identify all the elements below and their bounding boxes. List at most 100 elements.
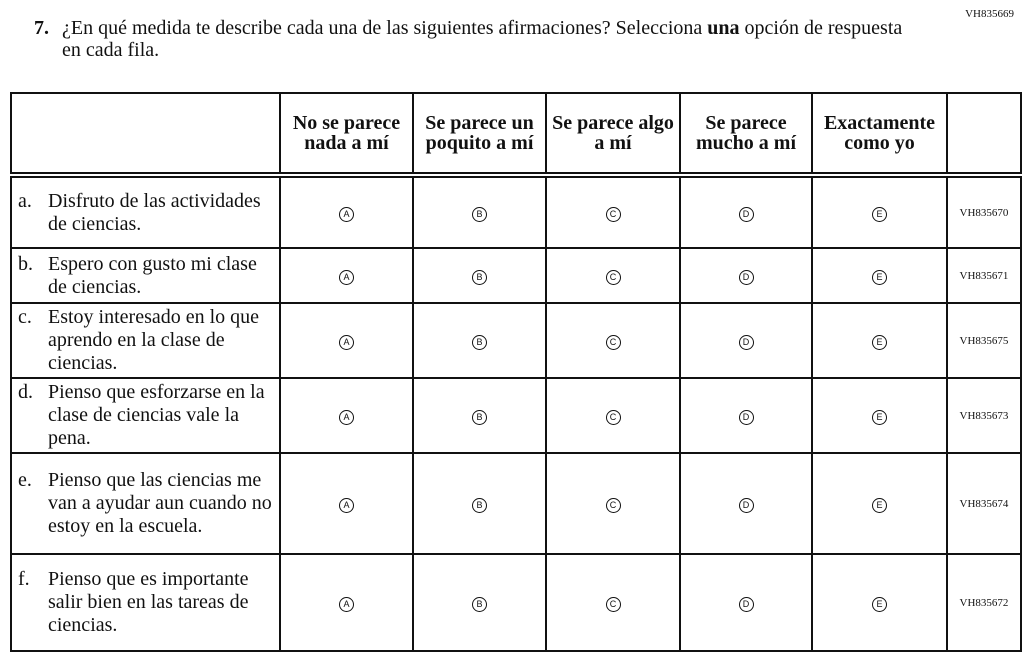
radio-bubble-c[interactable]: C: [605, 206, 621, 222]
question-number: 7.: [34, 17, 49, 39]
statement-letter: f.: [18, 568, 30, 590]
radio-bubble-b[interactable]: B: [472, 596, 487, 612]
radio-bubble-e[interactable]: E: [872, 497, 887, 513]
option-cell: D: [679, 377, 813, 454]
radio-bubble-d[interactable]: D: [738, 334, 754, 350]
column-header: Se parece algo a mí: [545, 92, 681, 178]
table-row: e. Pienso que las ciencias me van a ayuda…: [10, 452, 1022, 555]
table-row: a. Disfruto de las actividades de ciencia…: [10, 174, 1022, 249]
statement-letter: a.: [18, 189, 32, 212]
radio-bubble-a[interactable]: A: [339, 206, 354, 222]
option-cell: D: [679, 174, 813, 249]
option-cell: E: [811, 377, 948, 454]
radio-bubble-d[interactable]: D: [738, 596, 754, 612]
row-id: VH835673: [946, 377, 1022, 454]
radio-bubble-c[interactable]: C: [605, 334, 621, 350]
statement-text: Estoy interesado en lo que aprendo en la…: [48, 306, 260, 374]
row-id: VH835670: [946, 174, 1022, 249]
option-cell: D: [679, 302, 813, 379]
option-cell: C: [545, 174, 681, 249]
question-text-end: opción de respuesta en cada fila.: [62, 17, 903, 61]
column-header: Se parece un poquito a mí: [412, 92, 547, 178]
option-cell: A: [279, 377, 414, 454]
option-cell: C: [545, 247, 681, 304]
radio-bubble-d[interactable]: D: [738, 269, 754, 285]
response-grid: No se parece nada a mí Se parece un poqui…: [10, 92, 1022, 652]
option-cell: C: [545, 377, 681, 454]
option-cell: C: [545, 452, 681, 555]
option-cell: B: [412, 553, 547, 652]
radio-bubble-c[interactable]: C: [605, 497, 621, 513]
radio-bubble-b[interactable]: B: [472, 497, 487, 513]
radio-bubble-a[interactable]: A: [339, 596, 354, 612]
statement: e. Pienso que las ciencias me van a ayuda…: [10, 452, 281, 555]
option-cell: A: [279, 247, 414, 304]
table-row: b. Espero con gusto mi clase de ciencias.…: [10, 247, 1022, 304]
row-id: VH835674: [946, 452, 1022, 555]
radio-bubble-e[interactable]: E: [872, 206, 887, 222]
radio-bubble-e[interactable]: E: [872, 596, 887, 612]
radio-bubble-b[interactable]: B: [472, 334, 487, 350]
statement-letter: c.: [18, 306, 32, 328]
option-cell: E: [811, 247, 948, 304]
option-cell: C: [545, 553, 681, 652]
statement-text: Pienso que esforzarse en la clase de cie…: [48, 381, 265, 449]
header-id-blank: [946, 92, 1022, 178]
statement-letter: e.: [18, 469, 32, 491]
radio-bubble-d[interactable]: D: [738, 409, 754, 425]
option-cell: B: [412, 452, 547, 555]
radio-bubble-b[interactable]: B: [472, 206, 487, 222]
statement-text: Pienso que las ciencias me van a ayudar …: [48, 469, 272, 537]
statement-letter: b.: [18, 252, 33, 275]
radio-bubble-c[interactable]: C: [605, 409, 621, 425]
table-row: c. Estoy interesado en lo que aprendo en …: [10, 302, 1022, 379]
option-cell: C: [545, 302, 681, 379]
option-cell: D: [679, 553, 813, 652]
radio-bubble-e[interactable]: E: [872, 409, 887, 425]
option-cell: E: [811, 302, 948, 379]
statement: d. Pienso que esforzarse en la clase de c…: [10, 377, 281, 454]
row-id: VH835672: [946, 553, 1022, 652]
header-blank: [10, 92, 281, 178]
question-text-bold: una: [707, 17, 740, 39]
radio-bubble-a[interactable]: A: [339, 269, 354, 285]
option-cell: B: [412, 247, 547, 304]
option-cell: E: [811, 553, 948, 652]
radio-bubble-e[interactable]: E: [872, 269, 887, 285]
column-header: Se parece mucho a mí: [679, 92, 813, 178]
statement-text: Pienso que es importante salir bien en l…: [48, 568, 249, 636]
item-id: VH835669: [965, 8, 1014, 20]
option-cell: A: [279, 553, 414, 652]
option-cell: B: [412, 174, 547, 249]
radio-bubble-c[interactable]: C: [605, 596, 621, 612]
radio-bubble-b[interactable]: B: [472, 269, 487, 285]
option-cell: E: [811, 174, 948, 249]
radio-bubble-a[interactable]: A: [339, 334, 354, 350]
row-id: VH835675: [946, 302, 1022, 379]
statement-text: Espero con gusto mi clase de ciencias.: [48, 252, 257, 298]
radio-bubble-c[interactable]: C: [605, 269, 621, 285]
table-row: d. Pienso que esforzarse en la clase de c…: [10, 377, 1022, 454]
radio-bubble-d[interactable]: D: [738, 206, 754, 222]
option-cell: D: [679, 452, 813, 555]
option-cell: A: [279, 302, 414, 379]
statement-text: Disfruto de las actividades de ciencias.: [48, 189, 261, 235]
radio-bubble-d[interactable]: D: [738, 497, 754, 513]
column-header: No se parece nada a mí: [279, 92, 414, 178]
table-row: f. Pienso que es importante salir bien en…: [10, 553, 1022, 652]
option-cell: E: [811, 452, 948, 555]
column-header: Exactamente como yo: [811, 92, 948, 178]
question-text: ¿En qué medida te describe cada una de l…: [62, 17, 912, 61]
statement: f. Pienso que es importante salir bien en…: [10, 553, 281, 652]
row-id: VH835671: [946, 247, 1022, 304]
option-cell: A: [279, 174, 414, 249]
radio-bubble-a[interactable]: A: [339, 409, 354, 425]
statement: b. Espero con gusto mi clase de ciencias.: [10, 247, 281, 304]
option-cell: B: [412, 377, 547, 454]
statement: c. Estoy interesado en lo que aprendo en …: [10, 302, 281, 379]
option-cell: A: [279, 452, 414, 555]
radio-bubble-b[interactable]: B: [472, 409, 487, 425]
radio-bubble-e[interactable]: E: [872, 334, 887, 350]
question-text-start: ¿En qué medida te describe cada una de l…: [62, 17, 708, 39]
radio-bubble-a[interactable]: A: [339, 497, 354, 513]
